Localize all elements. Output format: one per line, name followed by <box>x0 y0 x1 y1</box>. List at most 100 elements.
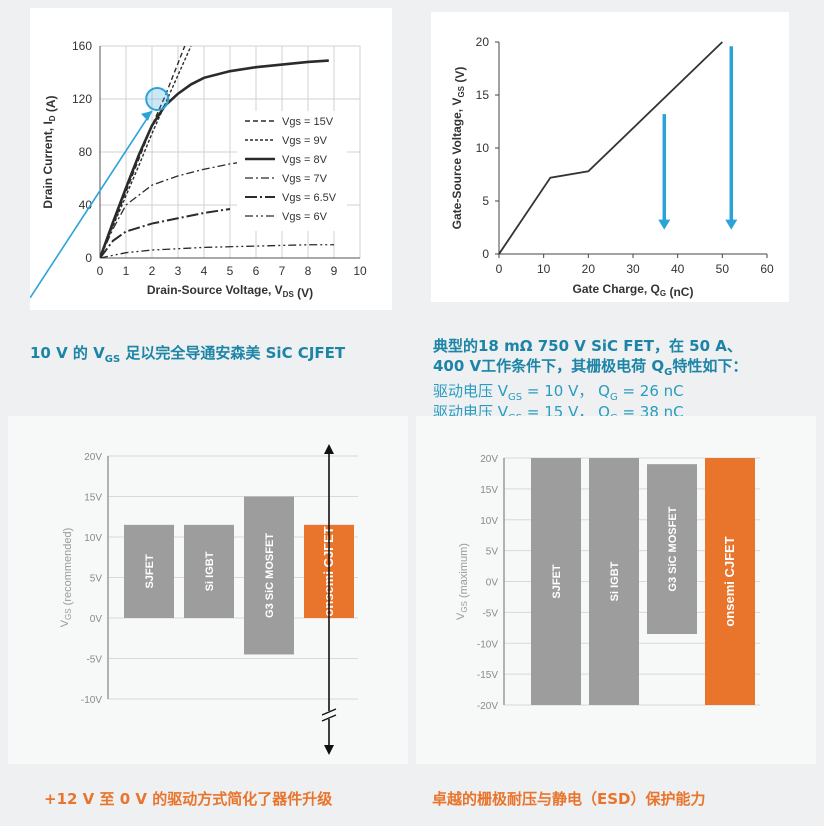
series-vgs-8v <box>100 59 329 258</box>
y-tick-label: -10V <box>81 695 102 706</box>
gate-charge-curve <box>498 41 723 255</box>
legend-label: Vgs = 8V <box>282 154 328 166</box>
x-axis-label: Drain-Source Voltage, VDS (V) <box>147 283 313 300</box>
range-arrowhead-down <box>324 745 334 755</box>
bar-label: SJFET <box>144 554 156 589</box>
panel-vgs-recommended: 20V 15V 10V 5V 0V -5V -10V VGS (recommended) SJF… <box>8 416 408 774</box>
legend-box <box>237 111 347 231</box>
caption-top-right-line2: 400 V工作条件下，其栅极电荷 QG特性如下： <box>433 357 748 378</box>
y-tick-label: 160 <box>72 39 92 53</box>
bar-onsemi-cjfet <box>705 458 755 705</box>
y-tick-label: 5 <box>482 194 489 208</box>
y-tick-label: 15 <box>476 88 490 102</box>
y-tick-label: 20 <box>476 35 490 49</box>
y-tick-label: 0V <box>90 614 103 625</box>
caption-top-right-line1: 典型的18 mΩ 750 V SiC FET，在 50 A、 <box>433 337 742 355</box>
caption-bottom-left: +12 V 至 0 V 的驱动方式简化了器件升级 <box>44 790 333 808</box>
y-tick-label: 20V <box>480 454 498 465</box>
x-tick-label: 2 <box>149 264 156 278</box>
y-tick-label: 0 <box>85 251 92 265</box>
highlight-circle <box>145 87 170 111</box>
bar-si-igbt <box>184 524 234 618</box>
axis-break-gap <box>323 711 335 719</box>
bar-label: Si IGBT <box>204 551 216 591</box>
caption-top-right: 典型的18 mΩ 750 V SiC FET，在 50 A、 400 V工作条件… <box>433 336 747 383</box>
vgs-maximum-chart: 20V 15V 10V 5V 0V -5V -10V -15V -20V VGS (maximum… <box>455 454 760 712</box>
range-arrowhead-up <box>324 444 334 454</box>
legend-label: Vgs = 6.5V <box>282 192 337 204</box>
x-tick-label: 60 <box>760 262 774 276</box>
bar-si-igbt <box>589 458 639 705</box>
legend-label: Vgs = 7V <box>282 173 328 185</box>
down-arrowhead <box>658 219 671 230</box>
series-vgs-6-5v <box>100 207 231 258</box>
callout-arrow-line <box>29 110 153 299</box>
y-tick-label: 120 <box>72 92 92 106</box>
x-tick-label: 5 <box>227 264 234 278</box>
x-tick-label: 30 <box>626 262 640 276</box>
bottom-axis-label: -20V <box>318 763 339 764</box>
y-axis-label: Gate-Source Voltage, VGS (V) <box>450 67 467 230</box>
y-tick-label: -5V <box>86 655 102 666</box>
y-axis-label: Drain Current, ID (A) <box>41 95 58 208</box>
gate-charge-note-1: 驱动电压 VGS = 10 V， QG = 26 nC <box>433 382 684 403</box>
caption-top-left-text: 10 V 的 VGS 足以完全导通安森美 SiC CJFET <box>30 344 346 365</box>
x-tick-label: 4 <box>201 264 208 278</box>
x-tick-label: 40 <box>671 262 685 276</box>
bar-g3-sic-mosfet <box>244 496 294 655</box>
bar-sjfet <box>531 458 581 705</box>
y-tick-label: 10V <box>84 533 102 544</box>
x-tick-label: 20 <box>582 262 596 276</box>
panel-output-characteristics: 0 1 2 3 4 5 6 7 8 9 10 0 40 80 120 160 Drain-Source Volt… <box>29 8 392 310</box>
x-tick-label: 50 <box>716 262 730 276</box>
x-tick-label: 3 <box>175 264 182 278</box>
y-tick-label: -20V <box>477 701 498 712</box>
y-tick-label: -5V <box>482 608 498 619</box>
x-tick-label: 9 <box>331 264 338 278</box>
y-tick-label: 10 <box>476 141 490 155</box>
gate-charge-chart: 0 10 20 30 40 50 60 0 5 10 15 20 Gate Charge, QG (nC… <box>450 35 774 299</box>
y-tick-label: 15V <box>84 493 102 504</box>
bar-label: G3 SiC MOSFET <box>264 533 276 618</box>
bar-sjfet <box>124 524 174 618</box>
callout-arrowhead <box>141 110 152 121</box>
caption-bottom-right: 卓越的栅极耐压与静电（ESD）保护能力 <box>432 790 706 808</box>
y-tick-label: -10V <box>477 639 498 650</box>
series-vgs-7v <box>100 155 283 258</box>
bar-label: Si IGBT <box>609 561 621 601</box>
y-tick-label: 5V <box>486 547 499 558</box>
y-tick-label: 15V <box>480 485 498 496</box>
x-tick-label: 0 <box>496 262 503 276</box>
vgs-recommended-chart: 20V 15V 10V 5V 0V -5V -10V VGS (recommended) SJF… <box>59 444 358 774</box>
down-arrowhead <box>725 219 738 230</box>
panel-gate-charge: 0 10 20 30 40 50 60 0 5 10 15 20 Gate Charge, QG (nC… <box>431 12 789 302</box>
caption-top-left: 10 V 的 VGS 足以完全导通安森美 SiC CJFET <box>30 343 345 370</box>
x-tick-label: 10 <box>537 262 551 276</box>
bar-g3-sic-mosfet <box>647 464 697 634</box>
y-axis-label: VGS (recommended) <box>59 528 74 628</box>
y-tick-label: -15V <box>477 670 498 681</box>
legend-label: Vgs = 15V <box>282 116 334 128</box>
x-tick-label: 10 <box>353 264 367 278</box>
y-tick-label: 20V <box>84 452 102 463</box>
y-tick-label: 10V <box>480 516 498 527</box>
series-vgs-9v <box>100 46 192 258</box>
y-tick-label: 80 <box>79 145 93 159</box>
y-tick-label: 5V <box>90 574 103 585</box>
x-tick-label: 1 <box>123 264 130 278</box>
bar-label: SJFET <box>551 564 563 599</box>
bar-label: G3 SiC MOSFET <box>667 506 679 591</box>
legend-label: Vgs = 6V <box>282 211 328 223</box>
y-axis-label: VGS (maximum) <box>455 543 470 620</box>
y-tick-label: 0 <box>482 247 489 261</box>
x-tick-label: 7 <box>279 264 286 278</box>
x-tick-label: 0 <box>97 264 104 278</box>
bar-label: onsemi CJFET <box>722 536 737 626</box>
axis-break-mark <box>321 714 337 722</box>
x-tick-label: 6 <box>253 264 260 278</box>
axis-break-mark <box>321 708 337 716</box>
panel-vgs-maximum: 20V 15V 10V 5V 0V -5V -10V -15V -20V VGS (maximum… <box>416 416 816 764</box>
series-vgs-6v <box>100 244 334 258</box>
x-axis-label: Gate Charge, QG (nC) <box>573 282 694 299</box>
